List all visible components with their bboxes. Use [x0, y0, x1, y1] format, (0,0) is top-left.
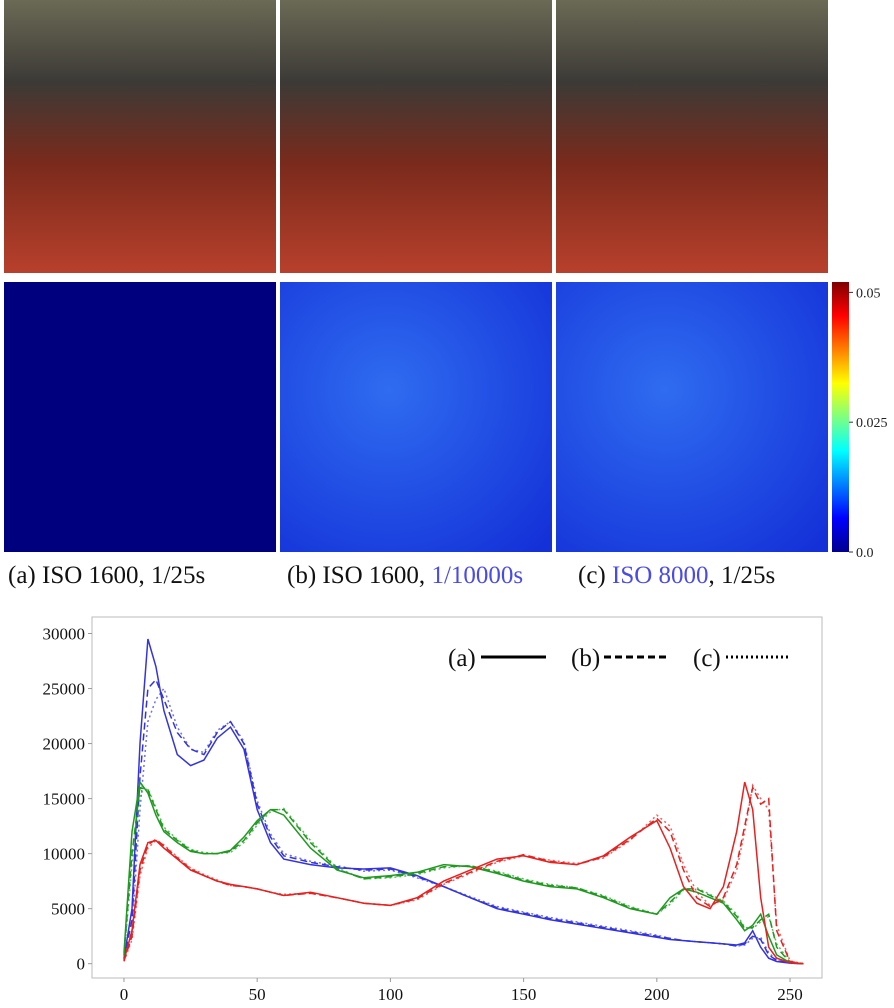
x-tick-label: 100 [378, 985, 404, 1004]
caption-highlight: 1/10000s [431, 562, 524, 589]
y-tick-label: 0 [77, 955, 86, 974]
histogram-line [123, 786, 804, 965]
histogram-line [123, 785, 804, 965]
caption-text: (b) ISO 1600, [287, 562, 432, 589]
colorbar-tick-label: 0.025 [856, 416, 888, 431]
y-tick-label: 10000 [43, 845, 86, 864]
colorbar-tick-label: 0.05 [856, 286, 881, 301]
error-map [280, 282, 552, 552]
photo [280, 0, 552, 273]
legend-label: (b) [571, 645, 600, 672]
histogram-line [123, 638, 804, 965]
histogram-line [123, 781, 804, 965]
plot-frame [91, 616, 823, 979]
x-tick-label: 250 [777, 985, 803, 1004]
x-tick-label: 50 [249, 985, 266, 1004]
histogram-line [123, 678, 804, 965]
histogram-line [123, 787, 804, 965]
caption-text: (a) ISO 1600, 1/25s [8, 562, 206, 589]
histogram-line [123, 686, 804, 965]
caption: (c) ISO 8000, 1/25s [578, 562, 775, 590]
caption: (b) ISO 1600, 1/10000s [287, 562, 523, 590]
caption-text: , 1/25s [708, 562, 776, 589]
legend-label: (c) [693, 645, 721, 672]
y-tick-label: 30000 [43, 625, 86, 644]
y-tick-label: 25000 [43, 680, 86, 699]
caption-highlight: ISO 8000 [612, 562, 709, 589]
x-tick-label: 200 [644, 985, 670, 1004]
legend-label: (a) [448, 645, 476, 672]
photo [4, 0, 276, 273]
error-map [4, 282, 276, 552]
colorbar [832, 282, 849, 552]
colorbar-ticks: 0.0 0.025 0.05 [849, 286, 888, 561]
x-tick-label: 150 [511, 985, 537, 1004]
colorbar-tick-label: 0.0 [856, 546, 874, 561]
y-tick-label: 15000 [43, 790, 86, 809]
y-tick-label: 20000 [43, 735, 86, 754]
error-map [556, 282, 828, 552]
histogram: 0 5000 10000 15000 20000 25000 30000 0 50 100 150 2… [43, 625, 804, 1004]
histogram-line [123, 783, 804, 965]
caption: (a) ISO 1600, 1/25s [8, 562, 205, 590]
y-tick-label: 5000 [51, 900, 85, 919]
x-tick-label: 0 [120, 985, 129, 1004]
photo [556, 0, 828, 273]
caption-text: (c) [578, 562, 612, 589]
